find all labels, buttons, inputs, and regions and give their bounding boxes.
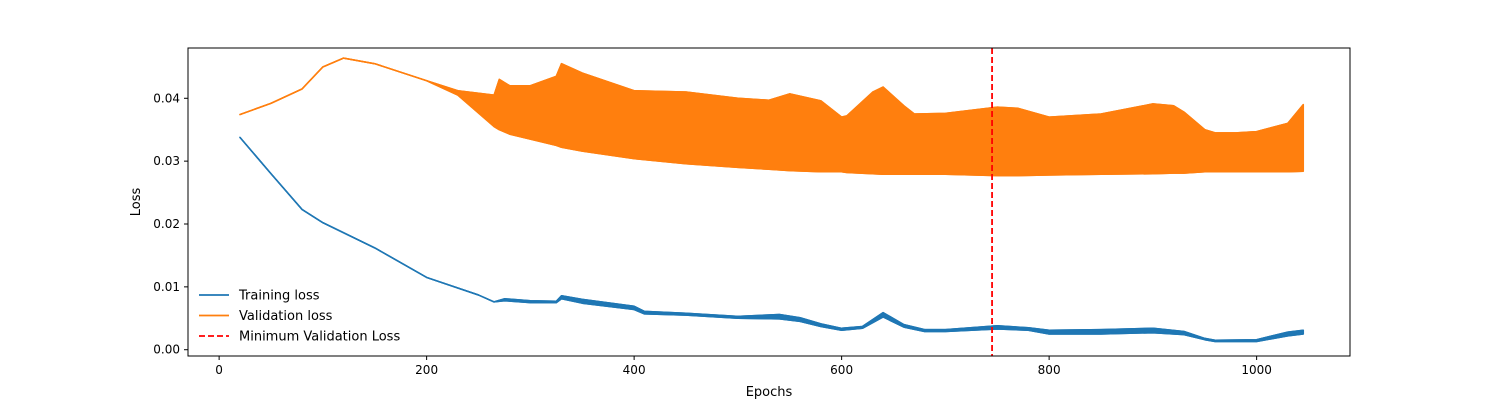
y-tick-label: 0.04 — [153, 91, 180, 105]
x-axis-label: Epochs — [746, 385, 793, 400]
series-layer — [239, 57, 1305, 343]
y-tick-label: 0.03 — [153, 154, 180, 168]
x-tick-label: 800 — [1038, 363, 1061, 377]
y-tick-label: 0.02 — [153, 217, 180, 231]
plot-frame — [187, 47, 1351, 357]
axes: 0 200 400 600 800 1000 0.00 0.01 0.02 0.03 0.04 — [153, 47, 1351, 377]
x-tick-label: 1000 — [1241, 363, 1272, 377]
x-tick-label: 400 — [623, 363, 646, 377]
y-axis-label: Loss — [129, 188, 144, 217]
legend-label-validation-loss: Validation loss — [239, 309, 333, 324]
x-tick-label: 200 — [415, 363, 438, 377]
y-tick-label: 0.01 — [153, 280, 180, 294]
validation-loss-band — [239, 57, 1305, 177]
validation-loss-lower-line — [239, 57, 1304, 177]
legend-label-training-loss: Training loss — [238, 289, 320, 304]
x-tick-label: 600 — [830, 363, 853, 377]
legend-label-minimum-validation-loss: Minimum Validation Loss — [239, 330, 400, 345]
y-tick-label: 0.00 — [153, 343, 180, 357]
training-loss-lower-line — [239, 136, 1304, 343]
x-tick-label: 0 — [215, 363, 223, 377]
validation-loss-upper-line — [239, 57, 1304, 134]
legend: Training loss Validation loss Minimum Vali… — [199, 289, 400, 345]
